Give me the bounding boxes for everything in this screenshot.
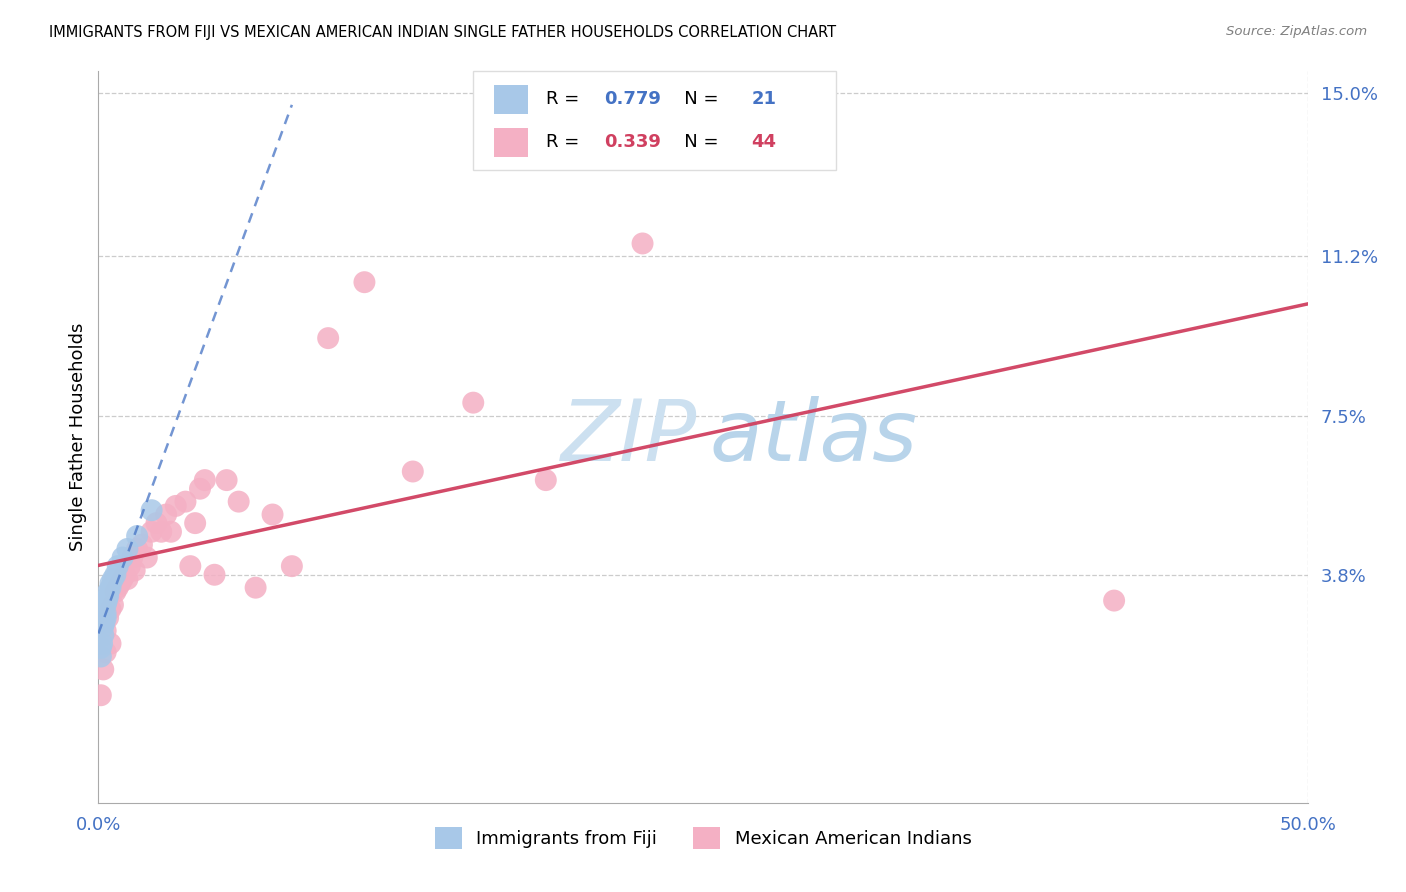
Point: [118, 559, 141, 574]
Text: 0.779: 0.779: [603, 90, 661, 108]
Point: [124, 564, 146, 578]
Bar: [494, 85, 527, 114]
Point: [353, 275, 375, 289]
Point: [281, 559, 304, 574]
Text: IMMIGRANTS FROM FIJI VS MEXICAN AMERICAN INDIAN SINGLE FATHER HOUSEHOLDS CORRELA: IMMIGRANTS FROM FIJI VS MEXICAN AMERICAN…: [49, 25, 837, 40]
Point: [94, 607, 117, 621]
Text: atlas: atlas: [709, 395, 917, 479]
Point: [94, 598, 117, 612]
Point: [90, 640, 112, 655]
Point: [117, 541, 139, 556]
Point: [150, 524, 173, 539]
Point: [145, 516, 167, 530]
Point: [1102, 593, 1125, 607]
Text: N =: N =: [666, 90, 724, 108]
Point: [100, 602, 122, 616]
Point: [117, 572, 139, 586]
Point: [101, 598, 124, 612]
Point: [141, 524, 163, 539]
Point: [97, 585, 120, 599]
Point: [94, 624, 117, 638]
Point: [114, 567, 136, 582]
Point: [245, 581, 267, 595]
Point: [108, 576, 131, 591]
Point: [262, 508, 284, 522]
Point: [107, 581, 129, 595]
Point: [194, 473, 217, 487]
FancyBboxPatch shape: [474, 71, 837, 170]
Point: [316, 331, 339, 345]
Point: [97, 611, 120, 625]
Point: [631, 236, 654, 251]
Point: [188, 482, 211, 496]
Text: 44: 44: [751, 133, 776, 152]
Point: [96, 593, 118, 607]
Point: [100, 576, 122, 591]
Bar: [494, 128, 527, 157]
Text: ZIP: ZIP: [561, 395, 697, 479]
Point: [155, 508, 177, 522]
Point: [131, 538, 153, 552]
Point: [91, 662, 114, 676]
Text: R =: R =: [546, 133, 585, 152]
Point: [121, 550, 143, 565]
Y-axis label: Single Father Households: Single Father Households: [69, 323, 87, 551]
Point: [100, 637, 122, 651]
Point: [135, 550, 157, 565]
Point: [93, 615, 115, 629]
Point: [402, 465, 425, 479]
Point: [104, 585, 127, 599]
Text: 21: 21: [751, 90, 776, 108]
Point: [534, 473, 557, 487]
Text: 0.339: 0.339: [603, 133, 661, 152]
Point: [215, 473, 238, 487]
Point: [104, 567, 127, 582]
Point: [90, 649, 112, 664]
Point: [101, 572, 124, 586]
Point: [91, 619, 114, 633]
Point: [91, 637, 114, 651]
Point: [204, 567, 226, 582]
Point: [94, 645, 117, 659]
Point: [228, 494, 250, 508]
Point: [174, 494, 197, 508]
Text: Source: ZipAtlas.com: Source: ZipAtlas.com: [1226, 25, 1367, 38]
Point: [111, 572, 134, 586]
Text: N =: N =: [666, 133, 724, 152]
Legend: Immigrants from Fiji, Mexican American Indians: Immigrants from Fiji, Mexican American I…: [427, 820, 979, 856]
Point: [127, 541, 149, 556]
Point: [179, 559, 201, 574]
Point: [463, 395, 485, 409]
Point: [141, 503, 163, 517]
Point: [160, 524, 183, 539]
Point: [107, 559, 129, 574]
Point: [94, 611, 117, 625]
Point: [184, 516, 207, 530]
Point: [90, 688, 112, 702]
Text: R =: R =: [546, 90, 585, 108]
Point: [91, 628, 114, 642]
Point: [111, 550, 134, 565]
Point: [127, 529, 149, 543]
Point: [100, 581, 122, 595]
Point: [97, 589, 120, 603]
Point: [165, 499, 187, 513]
